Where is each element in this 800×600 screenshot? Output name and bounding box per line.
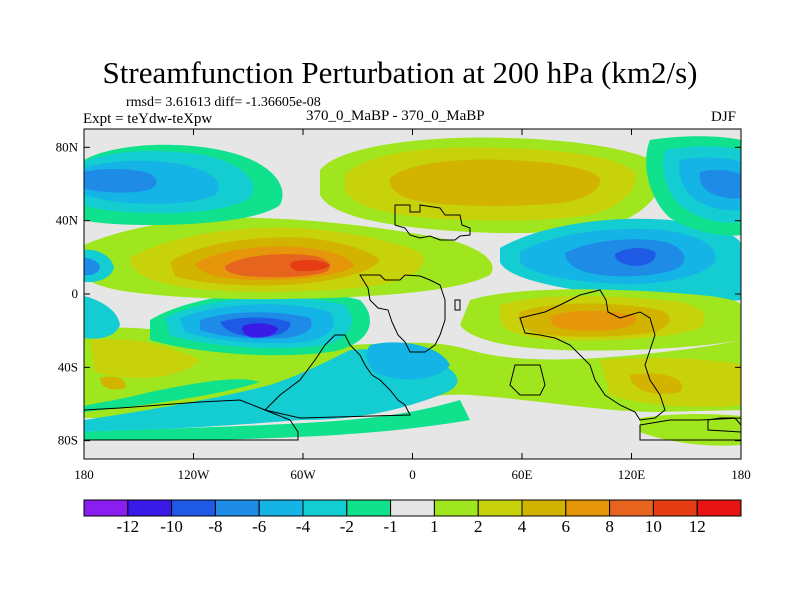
colorbar-label: 6 [562,517,571,536]
continent-outline [707,417,741,433]
continent-outline [359,274,446,353]
contour-band [630,373,682,395]
y-tick-label: 80S [58,433,78,448]
continent-outline [454,299,461,311]
colorbar-label: -6 [252,517,266,536]
y-tick-label: 40N [56,213,79,228]
colorbar-box [258,499,304,517]
contour-band [699,169,741,199]
colorbar-box [696,499,742,517]
x-tick-label: 180 [731,467,751,482]
colorbar-box [83,499,129,517]
colorbar-label: -1 [384,517,398,536]
x-tick-label: 0 [409,467,416,482]
colorbar-label: 1 [430,517,439,536]
contour-band [90,339,200,378]
stats-label: rmsd= 3.61613 diff= -1.36605e-08 [126,95,321,110]
colorbar: -12 -10 -8 -6 -4 -2 -1 1 2 4 6 8 10 12 [83,499,742,536]
colorbar-box [433,499,479,517]
colorbar-box [477,499,523,517]
contour-band [84,379,260,412]
y-tick-label: 0 [72,286,79,301]
contour-band [100,376,126,390]
colorbar-label: 12 [689,517,706,536]
x-tick-label: 60E [512,467,533,482]
season-label: DJF [711,109,737,125]
x-tick-label: 120E [618,467,646,482]
colorbar-label: 2 [474,517,483,536]
x-tick-label: 120W [178,467,211,482]
contour-field [84,136,741,446]
x-axis: 180 120W 60W 0 60E 120E 180 [74,129,751,482]
colorbar-box [127,499,173,517]
colorbar-label: -10 [160,517,183,536]
contour-band [84,258,100,276]
colorbar-box [171,499,216,517]
continent-outline [509,364,546,396]
chart-title: Streamfunction Perturbation at 200 hPa (… [102,55,698,90]
y-tick-label: 80N [56,139,79,154]
contour-band [84,349,458,432]
continent-outline [519,289,666,421]
experiment-label: Expt = teYdw-teXpw [83,111,213,127]
colorbar-label: -2 [340,517,354,536]
contour-band [640,414,741,446]
contour-band [84,169,157,193]
contour-band [290,259,330,272]
y-axis: 80N 40N 0 40S 80S [56,139,741,448]
colorbar-box [302,499,348,517]
colorbar-box [652,499,698,517]
colorbar-label: -12 [116,517,139,536]
colorbar-label: 4 [518,517,527,536]
colorbar-box [390,499,435,517]
x-tick-label: 180 [74,467,94,482]
contour-band [242,323,278,338]
continent-outline [264,334,411,419]
contour-band [366,342,450,380]
continent-outline [84,399,299,441]
colorbar-box [214,499,260,517]
colorbar-box [609,499,654,517]
x-tick-label: 60W [290,467,316,482]
case-label: 370_0_MaBP - 370_0_MaBP [306,108,485,124]
continent-outlines [84,204,741,441]
contour-band [389,159,601,206]
colorbar-label: 10 [645,517,662,536]
contour-band [224,254,331,278]
contour-band [614,248,656,266]
colorbar-label: -4 [296,517,311,536]
colorbar-box [346,499,392,517]
colorbar-label: -8 [208,517,222,536]
contour-band [84,400,470,440]
y-tick-label: 40S [58,359,78,374]
colorbar-box [521,499,567,517]
colorbar-label: 8 [605,517,614,536]
continent-outline [639,417,741,441]
colorbar-box [565,499,611,517]
continent-outline [394,204,471,241]
contour-band [84,296,120,339]
